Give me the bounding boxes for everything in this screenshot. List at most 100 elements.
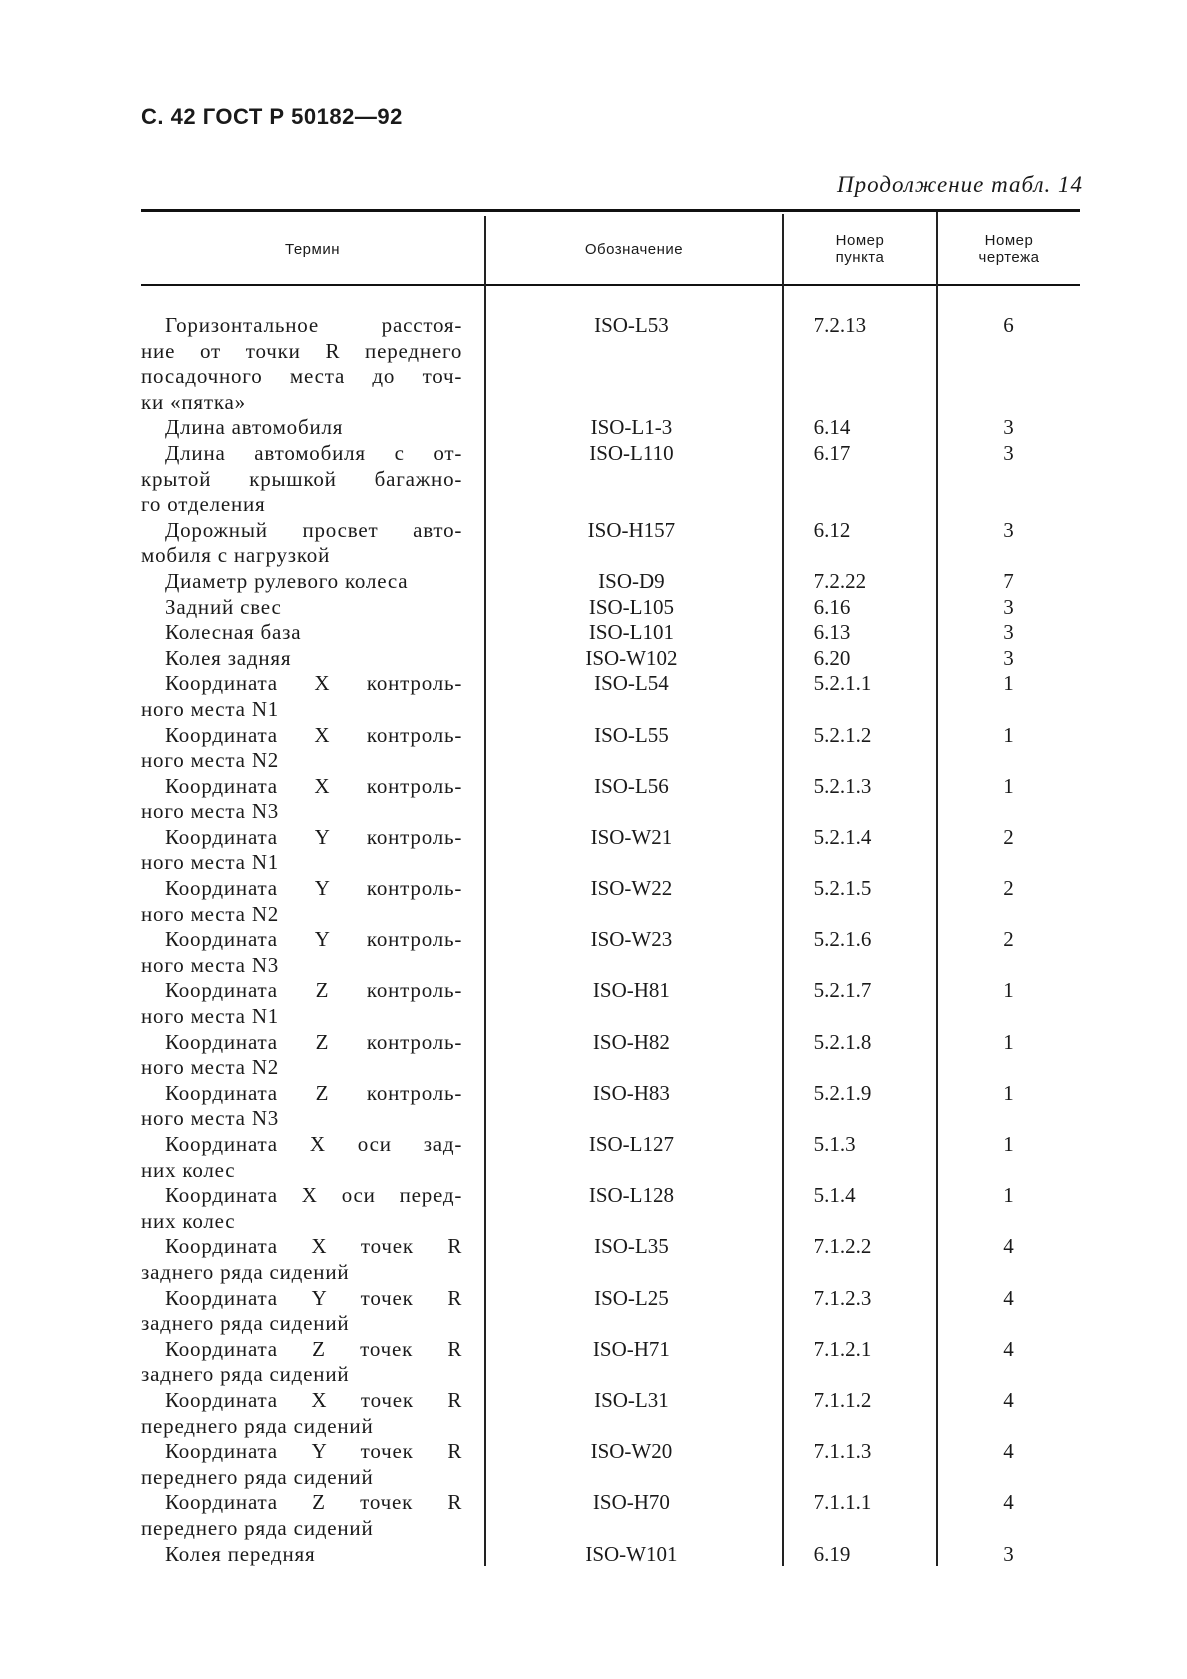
drawing-cell: 3 bbox=[1003, 1541, 1014, 1566]
drawing-cell: 6 bbox=[1003, 313, 1014, 337]
drawing-cell: 2 bbox=[1003, 927, 1014, 952]
designation-cell: ISO-W101 bbox=[585, 1541, 678, 1566]
drawing-cell: 3 bbox=[1003, 440, 1014, 465]
table-row: Горизонтальное расстоя-ние от точки R пе… bbox=[141, 313, 1080, 415]
term-line: Координата Z контроль- bbox=[165, 1080, 463, 1105]
term-line: ного места N3 bbox=[141, 799, 280, 824]
header-designation: Обозначение bbox=[584, 240, 684, 258]
drawing-cell: 4 bbox=[1003, 1336, 1014, 1361]
term-line: го отделения bbox=[141, 492, 266, 517]
table-row: Колея передняя ISO-W101 6.19 3 bbox=[141, 1542, 1080, 1568]
term-line: Длина автомобиля bbox=[165, 415, 344, 440]
term-line: Координата X оси зад- bbox=[165, 1132, 463, 1156]
term-line: Координата Z контроль- bbox=[165, 978, 463, 1003]
table-row: Координата Z контроль-ного места N2 ISO-H… bbox=[141, 1030, 1080, 1081]
drawing-cell: 2 bbox=[1003, 876, 1014, 901]
clause-cell: 7.1.2.2 bbox=[813, 1234, 872, 1259]
term-line: них колес bbox=[141, 1157, 236, 1182]
table-continuation-label: Продолжение табл. 14 bbox=[837, 172, 1083, 197]
term-line: Диаметр рулевого колеса bbox=[165, 568, 409, 593]
clause-cell: 5.2.1.3 bbox=[813, 773, 872, 798]
drawing-cell: 3 bbox=[1003, 517, 1014, 542]
drawing-cell: 3 bbox=[1003, 594, 1014, 619]
designation-cell: ISO-L31 bbox=[594, 1387, 669, 1412]
column-divider bbox=[936, 212, 938, 1566]
term-line: Координата X точек R bbox=[165, 1234, 463, 1259]
column-divider bbox=[484, 216, 486, 1566]
term-cell: Дорожный просвет авто-мобиля с нагрузкой bbox=[141, 518, 462, 569]
clause-cell: 5.2.1.2 bbox=[813, 722, 872, 747]
drawing-cell: 4 bbox=[1003, 1387, 1014, 1412]
table-header-rule bbox=[141, 284, 1080, 286]
clause-cell: 7.1.2.1 bbox=[813, 1336, 872, 1361]
term-line: ного места N3 bbox=[141, 952, 280, 977]
clause-cell: 6.16 bbox=[813, 594, 851, 619]
clause-cell: 6.20 bbox=[813, 645, 851, 670]
designation-cell: ISO-W23 bbox=[590, 927, 673, 952]
term-line: них колес bbox=[141, 1208, 236, 1233]
designation-cell: ISO-L128 bbox=[588, 1183, 674, 1208]
term-cell: Длина автомобиля с от-крытой крышкой баг… bbox=[141, 441, 462, 518]
designation-cell: ISO-H82 bbox=[592, 1029, 670, 1054]
term-cell: Колесная база bbox=[141, 620, 462, 646]
table-row: Диаметр рулевого колеса ISO-D9 7.2.22 7 bbox=[141, 569, 1080, 595]
drawing-cell: 4 bbox=[1003, 1234, 1014, 1259]
table-row: Координата X контроль-ного места N2 ISO-L… bbox=[141, 723, 1080, 774]
term-cell: Координата Y контроль-ного места N1 bbox=[141, 825, 462, 876]
designation-cell: ISO-H81 bbox=[592, 978, 670, 1003]
term-line: переднего ряда сидений bbox=[141, 1413, 374, 1438]
term-line: Координата X контроль- bbox=[165, 773, 463, 798]
designation-cell: ISO-W22 bbox=[590, 876, 673, 901]
term-line: ного места N1 bbox=[141, 850, 280, 875]
designation-cell: ISO-H71 bbox=[592, 1336, 670, 1361]
clause-cell: 7.1.1.3 bbox=[813, 1439, 872, 1464]
designation-cell: ISO-L127 bbox=[588, 1132, 674, 1156]
designation-cell: ISO-H83 bbox=[592, 1080, 670, 1105]
clause-cell: 5.2.1.6 bbox=[813, 927, 872, 952]
designation-cell: ISO-W21 bbox=[590, 824, 673, 849]
term-line: Координата X контроль- bbox=[165, 722, 463, 747]
clause-cell: 5.1.4 bbox=[813, 1183, 856, 1208]
term-line: ного места N2 bbox=[141, 1055, 280, 1080]
term-line: Колея задняя bbox=[165, 645, 292, 670]
term-line: Горизонтальное расстоя- bbox=[165, 313, 463, 337]
page-header: С. 42 ГОСТ Р 50182—92 bbox=[141, 104, 403, 129]
clause-cell: 7.1.1.2 bbox=[813, 1387, 872, 1412]
drawing-cell: 7 bbox=[1003, 568, 1014, 593]
table-row: Координата Z контроль-ного места N3 ISO-H… bbox=[141, 1081, 1080, 1132]
clause-cell: 5.2.1.7 bbox=[813, 978, 872, 1003]
designation-cell: ISO-D9 bbox=[598, 568, 665, 593]
table-row: Координата Y контроль-ного места N3 ISO-W… bbox=[141, 927, 1080, 978]
clause-cell: 5.2.1.5 bbox=[813, 876, 872, 901]
table-row: Колея задняя ISO-W102 6.20 3 bbox=[141, 646, 1080, 672]
header-drawing: Номер чертежа bbox=[978, 232, 1040, 266]
term-cell: Координата X контроль-ного места N3 bbox=[141, 774, 462, 825]
term-line: ки «пятка» bbox=[141, 389, 246, 414]
header-term: Термин bbox=[285, 240, 340, 258]
clause-cell: 5.2.1.9 bbox=[813, 1080, 872, 1105]
term-line: Координата Y точек R bbox=[165, 1439, 463, 1464]
clause-cell: 7.1.1.1 bbox=[813, 1490, 872, 1515]
term-cell: Диаметр рулевого колеса bbox=[141, 569, 462, 595]
term-cell: Длина автомобиля bbox=[141, 415, 462, 441]
term-line: заднего ряда сидений bbox=[141, 1311, 350, 1336]
term-line: ного места N3 bbox=[141, 1106, 280, 1131]
drawing-cell: 1 bbox=[1003, 1132, 1014, 1156]
term-cell: Координата X контроль-ного места N2 bbox=[141, 723, 462, 774]
term-cell: Координата Y контроль-ного места N3 bbox=[141, 927, 462, 978]
term-cell: Координата Z контроль-ного места N2 bbox=[141, 1030, 462, 1081]
designation-cell: ISO-L56 bbox=[594, 773, 669, 798]
drawing-cell: 1 bbox=[1003, 1183, 1014, 1208]
term-line: Координата Z точек R bbox=[165, 1490, 463, 1515]
drawing-cell: 1 bbox=[1003, 1029, 1014, 1054]
clause-cell: 5.2.1.4 bbox=[813, 824, 872, 849]
term-cell: Колея задняя bbox=[141, 646, 462, 672]
designation-cell: ISO-L105 bbox=[588, 594, 674, 619]
table-top-rule bbox=[141, 209, 1080, 212]
